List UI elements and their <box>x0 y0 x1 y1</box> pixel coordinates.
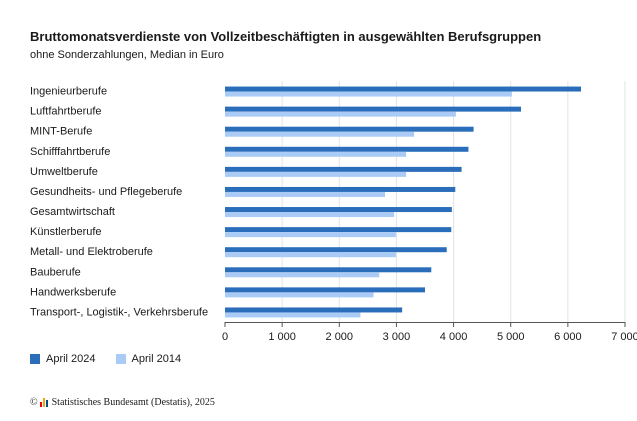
bar-2024-3 <box>225 146 469 152</box>
bar-2024-10 <box>225 287 425 293</box>
bar-2014-7 <box>225 232 396 238</box>
category-label-10: Handwerksberufe <box>30 286 116 298</box>
bar-2024-5 <box>225 186 456 192</box>
bar-2024-1 <box>225 106 521 112</box>
category-label-5: Gesundheits- und Pflegeberufe <box>30 186 182 198</box>
x-tick-label-5000: 5 000 <box>497 331 525 340</box>
bar-2014-5 <box>225 191 385 197</box>
bar-2014-10 <box>225 292 374 298</box>
copyright-symbol: © <box>30 397 38 408</box>
legend-item-2014[interactable]: April 2014 <box>115 353 182 365</box>
bar-2014-4 <box>225 171 407 177</box>
category-label-11: Transport-, Logistik-, Verkehrsberufe <box>30 306 208 318</box>
x-tick-label-0: 0 <box>222 331 228 340</box>
x-tick-label-2000: 2 000 <box>326 331 354 340</box>
bar-2014-8 <box>225 252 396 258</box>
bar-chart: Ingenieurberufe Luftfahrtberufe MINT-Beruf… <box>30 81 637 340</box>
bar-2014-6 <box>225 212 395 218</box>
source-text: Statistisches Bundesamt (Destatis), 2025 <box>51 397 215 408</box>
category-label-4: Umweltberufe <box>30 166 98 178</box>
bar-2024-9 <box>225 267 432 273</box>
legend-item-2024[interactable]: April 2024 <box>30 353 96 365</box>
chart-title: Bruttomonatsverdienste von Vollzeitbesch… <box>30 29 542 44</box>
category-label-6: Gesamtwirtschaft <box>30 206 115 218</box>
bar-2024-7 <box>225 227 452 233</box>
chart-subtitle: ohne Sonderzahlungen, Median in Euro <box>30 49 224 61</box>
bar-2024-0 <box>225 86 581 92</box>
category-label-9: Bauberufe <box>30 266 81 278</box>
chart-legend: April 2024 April 2014 <box>30 353 201 365</box>
x-tick-label-3000: 3 000 <box>383 331 411 340</box>
category-label-7: Künstlerberufe <box>30 226 102 238</box>
destatis-logo-icon <box>39 398 49 407</box>
bar-2014-9 <box>225 272 380 278</box>
category-label-1: Luftfahrtberufe <box>30 106 102 118</box>
category-label-0: Ingenieurberufe <box>30 86 107 98</box>
x-tick-label-4000: 4 000 <box>440 331 468 340</box>
bar-2014-2 <box>225 131 415 137</box>
x-tick-label-6000: 6 000 <box>554 331 582 340</box>
bar-2024-6 <box>225 207 452 213</box>
category-label-8: Metall- und Elektroberufe <box>30 246 153 258</box>
bar-2024-2 <box>225 126 474 132</box>
legend-label-2024: April 2024 <box>46 353 96 365</box>
bar-2024-4 <box>225 166 462 172</box>
x-tick-label-1000: 1 000 <box>268 331 296 340</box>
legend-swatch-2014 <box>115 354 126 364</box>
source-footer: © Statistisches Bundesamt (Destatis), 20… <box>30 397 215 408</box>
x-tick-label-7000: 7 000 <box>611 331 637 340</box>
bar-2014-11 <box>225 312 361 318</box>
legend-label-2014: April 2014 <box>131 353 182 365</box>
category-label-2: MINT-Berufe <box>30 126 92 138</box>
bar-2024-8 <box>225 247 447 253</box>
bar-2014-3 <box>225 151 407 157</box>
bar-2014-1 <box>225 111 456 117</box>
bar-2014-0 <box>225 91 512 97</box>
legend-swatch-2024 <box>30 354 40 364</box>
category-label-3: Schifffahrtberufe <box>30 146 110 158</box>
bar-2024-11 <box>225 307 403 313</box>
